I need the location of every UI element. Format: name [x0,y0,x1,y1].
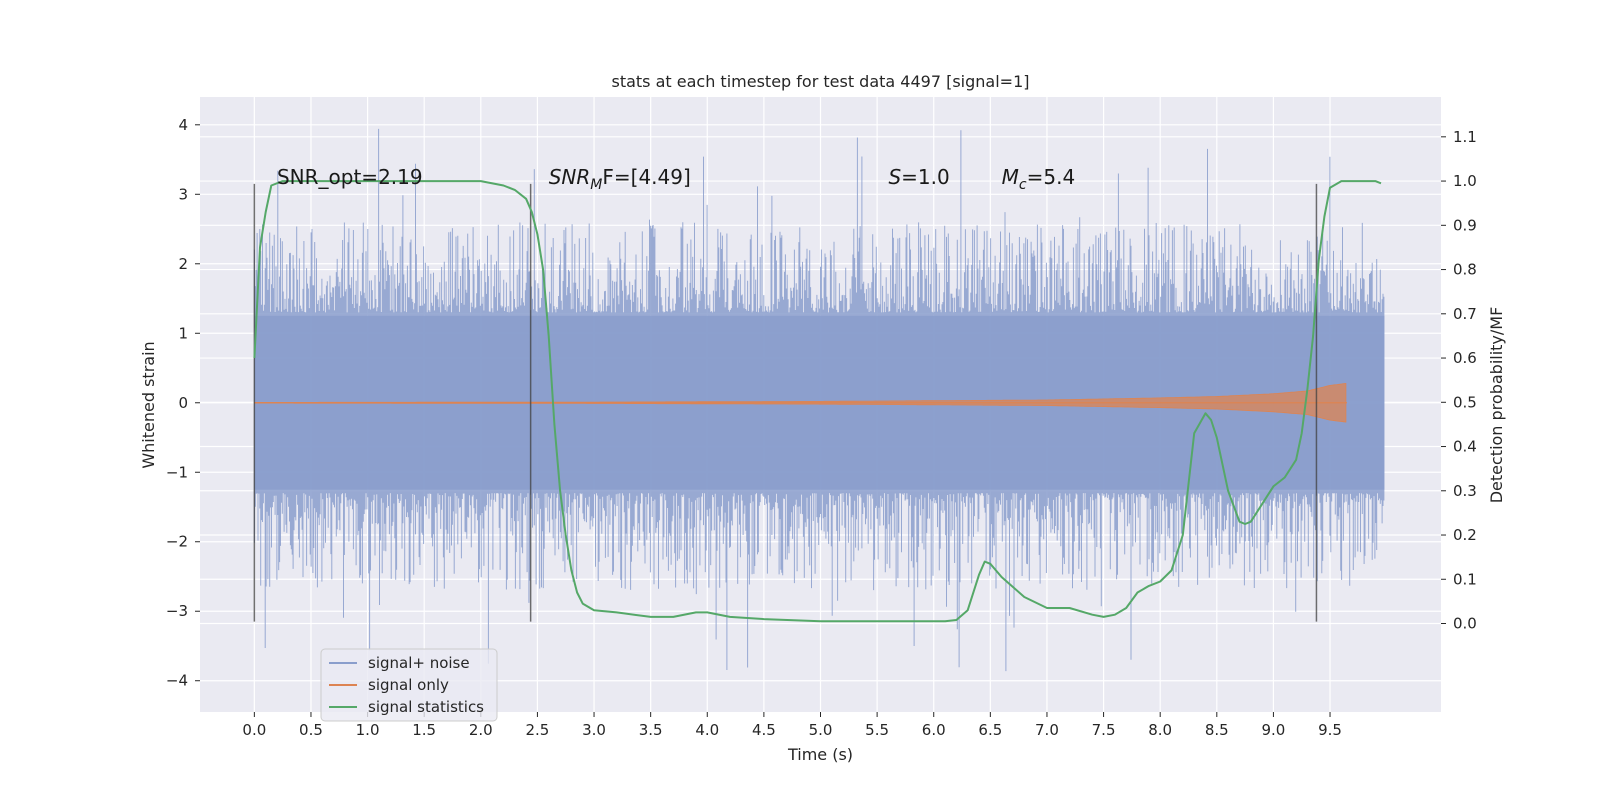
y-tick-label: −3 [166,602,188,620]
annotation-tail: =5.4 [1027,165,1076,189]
annotation-subscript: c [1019,177,1027,193]
x-tick-label: 5.5 [865,721,889,739]
vertical-markers [253,183,1318,622]
x-tick-label: 1.0 [356,721,380,739]
y-tick-label: 3 [178,185,188,203]
x-tick-label: 6.0 [922,721,946,739]
x-tick-label: 9.5 [1318,721,1342,739]
x-tick-label: 7.0 [1035,721,1059,739]
y-tick-label: −2 [166,533,188,551]
annotation-3: Mc=5.4 [1002,165,1076,193]
annotation-text: S [888,165,901,189]
y-right-tick-label: 0.6 [1453,349,1477,367]
x-tick-label: 5.0 [809,721,833,739]
x-tick-label: 7.5 [1092,721,1116,739]
x-tick-label: 8.0 [1148,721,1172,739]
x-tick-label: 4.5 [752,721,776,739]
legend-label: signal+ noise [368,654,470,672]
series-signal-only [254,382,1348,423]
y-tick-label: −4 [166,672,188,690]
annotations: SNR_opt=2.19 SNRMF=[4.49] S=1.0 Mc=5.4 [277,165,1075,193]
y-right-axis-label: Detection probability/MF [1487,307,1506,504]
annotation-1: SNRMF=[4.49] [549,165,691,193]
y-tick-label: −1 [166,463,188,481]
legend: signal+ noise signal only signal statistic… [320,648,498,722]
y-right-tick-label: 0.4 [1453,438,1477,456]
chart-title: stats at each timestep for test data 449… [611,72,1029,91]
y-axis-label: Whitened strain [139,341,158,468]
y-right-tick-label: 0.9 [1453,216,1477,234]
x-tick-label: 3.5 [639,721,663,739]
legend-label: signal statistics [368,698,484,716]
x-tick-label: 4.0 [695,721,719,739]
y-right-tick-label: 1.1 [1453,128,1477,146]
annotation-text: M [1002,165,1019,189]
y-right-tick-label: 0.1 [1453,570,1477,588]
x-tick-label: 3.0 [582,721,606,739]
legend-label: signal only [368,676,449,694]
x-tick-label: 2.0 [469,721,493,739]
series-signal-statistics [253,180,1382,623]
annotation-subscript: M [590,177,602,193]
y-right-tick-label: 0.8 [1453,261,1477,279]
x-tick-label: 8.5 [1205,721,1229,739]
annotation-0: SNR_opt=2.19 [277,165,423,189]
x-tick-label: 1.5 [412,721,436,739]
y-right-tick-label: 0.2 [1453,526,1477,544]
y-right-tick-label: 0.7 [1453,305,1477,323]
annotation-tail: F=[4.49] [602,165,690,189]
x-tick-label: 6.5 [978,721,1002,739]
y-tick-label: 4 [178,116,188,134]
y-right-tick-label: 0.5 [1453,393,1477,411]
y-tick-label: 1 [178,324,188,342]
y-tick-label: 2 [178,255,188,273]
y-right-tick-label: 0.0 [1453,615,1477,633]
x-axis-label: Time (s) [787,745,853,764]
x-tick-label: 0.0 [242,721,266,739]
legend-box [320,648,498,722]
annotation-tail: =1.0 [901,165,950,189]
y-right-tick-label: 0.3 [1453,482,1477,500]
y-tick-label: 0 [178,394,188,412]
x-tick-label: 0.5 [299,721,323,739]
annotation-2: S=1.0 [888,165,949,189]
annotation-text: SNR [549,165,591,189]
x-tick-label: 2.5 [525,721,549,739]
x-tick-label: 9.0 [1261,721,1285,739]
axes: 0.0 0.5 1.0 1.5 2.0 2.5 3.0 3.5 4.0 4.5 5.0 5.5 6.0 6… [166,116,1477,739]
y-right-tick-label: 1.0 [1453,172,1477,190]
annotation-text: SNR_opt=2.19 [277,165,423,189]
statistics-line [253,180,1382,623]
